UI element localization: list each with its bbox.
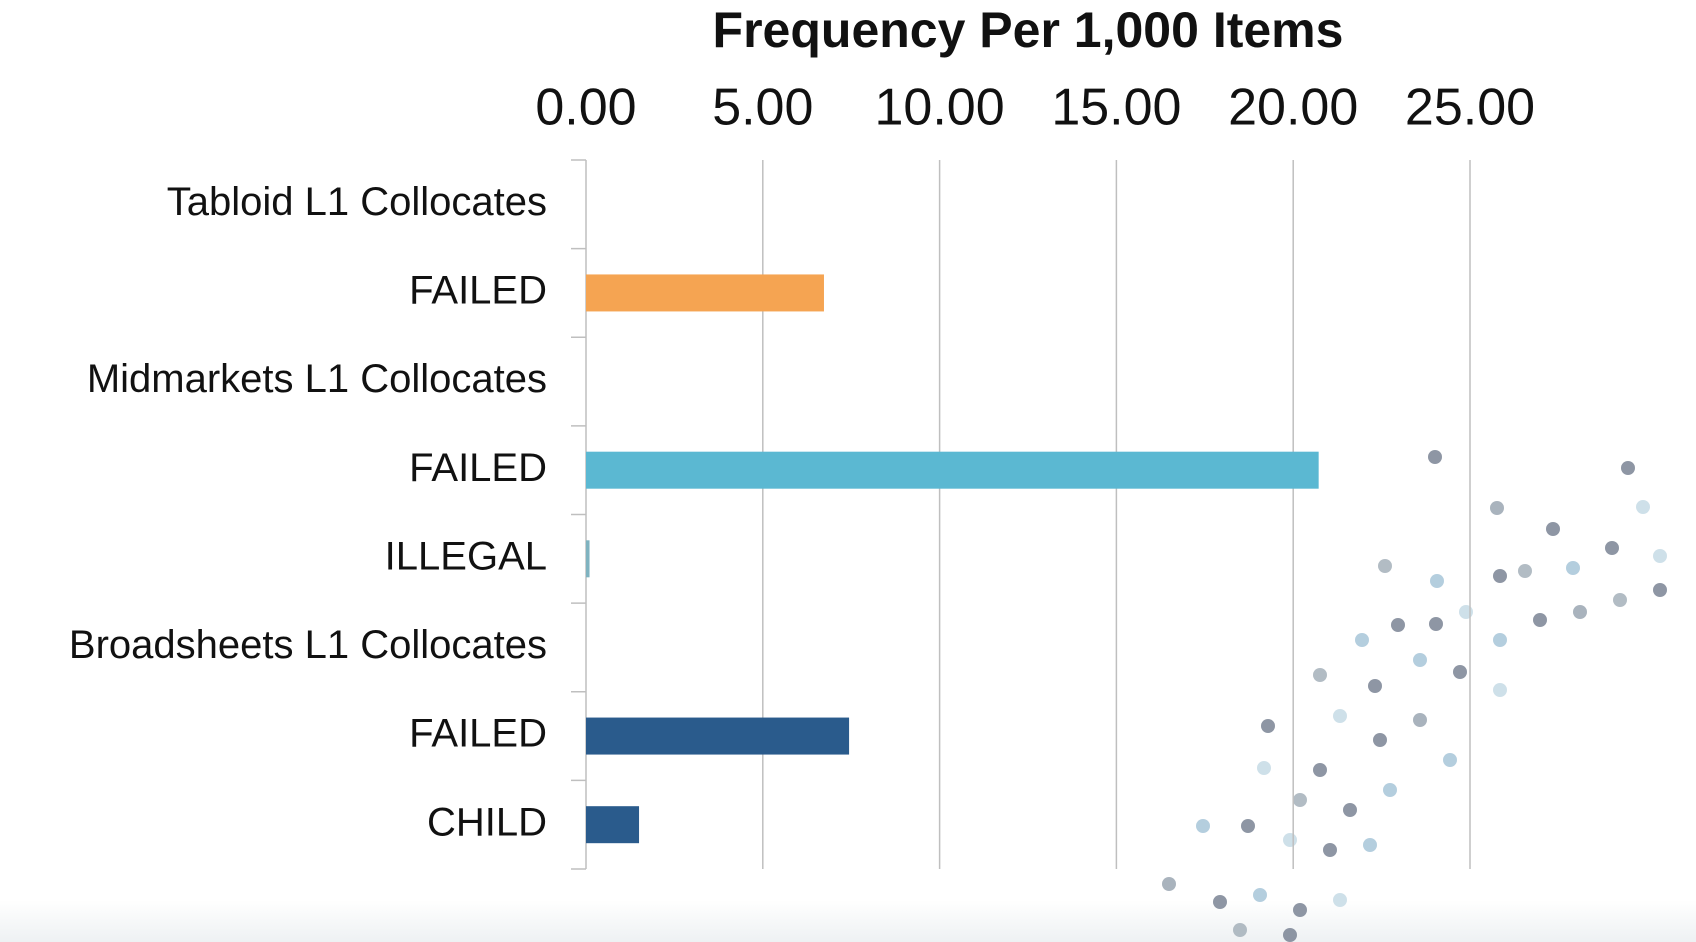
y-tick-label: FAILED [409,446,547,490]
footer-band [0,900,1696,942]
bar [586,806,640,844]
x-tick-label: 0.00 [535,79,636,137]
y-tick-label: Tabloid L1 Collocates [167,180,547,224]
bar [586,451,1319,489]
x-tick-label: 10.00 [875,79,1005,137]
x-tick-label: 15.00 [1051,79,1181,137]
y-tick-label: Midmarkets L1 Collocates [87,357,547,401]
bar [586,540,590,578]
bar [586,717,850,755]
decoration [1162,450,1667,942]
y-tick-label: ILLEGAL [385,534,547,578]
y-tick-label: FAILED [409,712,547,756]
y-tick-label: Broadsheets L1 Collocates [69,623,547,667]
x-tick-label: 20.00 [1228,79,1358,137]
x-tick-label: 5.00 [712,79,813,137]
x-tick-label: 25.00 [1405,79,1535,137]
y-tick-label: FAILED [409,269,547,313]
bar [586,274,824,312]
y-tick-label: CHILD [427,800,547,844]
chart-title: Frequency Per 1,000 Items [713,2,1344,58]
